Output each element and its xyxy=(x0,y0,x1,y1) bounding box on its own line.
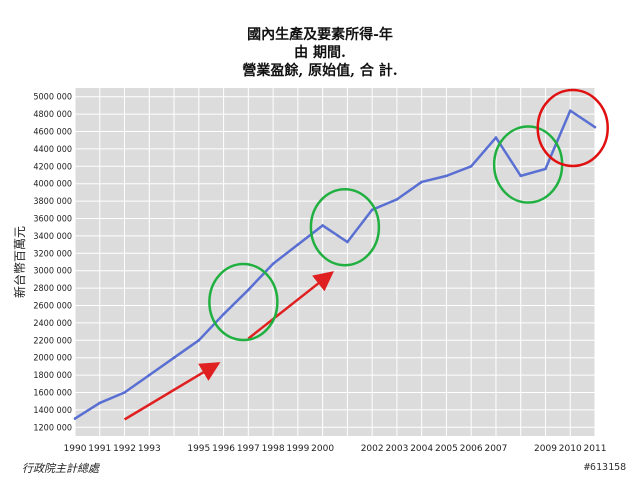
y-tick-label: 1600 000 xyxy=(33,389,72,399)
x-tick-label: 2011 xyxy=(584,444,607,454)
data-point xyxy=(147,373,151,377)
y-tick-label: 3600 000 xyxy=(33,215,72,225)
data-point xyxy=(271,262,275,266)
x-tick-label: 1997 xyxy=(237,444,260,454)
data-point xyxy=(395,198,399,201)
x-tick-label: 1992 xyxy=(113,444,136,454)
data-point xyxy=(346,240,349,244)
x-tick-label: 1996 xyxy=(212,444,235,454)
chart-title-line-2: 由 期間. xyxy=(294,45,346,61)
y-tick-label: 1800 000 xyxy=(33,371,72,381)
x-tick-label: 1999 xyxy=(286,444,309,454)
y-tick-label: 4400 000 xyxy=(33,145,72,155)
series-layer xyxy=(73,109,597,420)
x-tick-label: 2006 xyxy=(460,444,483,454)
y-axis-label: 新台幣百萬元 xyxy=(12,226,27,298)
data-point xyxy=(222,312,225,316)
data-point xyxy=(197,339,201,342)
y-tick-label: 3000 000 xyxy=(33,267,72,277)
x-tick-label: 1995 xyxy=(187,444,210,454)
data-point xyxy=(544,167,547,171)
data-point xyxy=(494,136,498,139)
plot-area xyxy=(75,88,595,436)
data-point xyxy=(73,417,77,420)
grid-layer xyxy=(74,88,596,436)
y-tick-label: 2600 000 xyxy=(33,302,72,312)
green-highlight-circle xyxy=(208,262,279,342)
watermark-id: #613158 xyxy=(584,462,627,473)
y-tick-label: 5000 000 xyxy=(33,93,72,103)
series-line xyxy=(74,109,596,420)
y-tick-label: 4600 000 xyxy=(33,128,72,138)
y-tick-label: 3400 000 xyxy=(33,232,72,242)
x-tick-label: 2004 xyxy=(410,444,433,454)
data-point xyxy=(445,174,448,178)
y-tick-label: 2400 000 xyxy=(33,319,72,329)
data-point xyxy=(98,401,102,405)
chart-title-line-1: 國內生產及要素所得-年 xyxy=(247,27,393,43)
data-point xyxy=(519,174,523,178)
data-point xyxy=(123,391,126,394)
data-point xyxy=(247,288,250,292)
x-tick-label: 1998 xyxy=(262,444,285,454)
data-point xyxy=(469,165,473,168)
source-note: 行政院主計總處 xyxy=(22,462,99,475)
red-highlight-circle xyxy=(536,88,609,168)
annotation-layer xyxy=(123,88,609,421)
green-highlight-circle xyxy=(309,187,381,267)
chart-title-line-3: 營業盈餘, 原始值, 合 計. xyxy=(242,63,398,79)
data-point xyxy=(370,208,374,212)
y-tick-label: 3200 000 xyxy=(33,249,72,259)
x-tick-label: 2005 xyxy=(435,444,458,454)
x-tick-label: 2002 xyxy=(361,444,384,454)
red-arrow xyxy=(247,271,334,340)
x-tick-label: 1991 xyxy=(88,444,111,454)
y-tick-label: 2200 000 xyxy=(33,336,72,346)
x-tick-label: 2000 xyxy=(311,444,334,454)
y-tick-label: 4200 000 xyxy=(33,162,72,172)
data-point xyxy=(568,109,572,112)
x-tick-label: 2010 xyxy=(559,444,582,454)
x-axis-ticks: 1990 1991 1992 1993 1995 1996 1997 1998 1999 2000… xyxy=(64,444,607,454)
x-tick-label: 1990 xyxy=(64,444,87,454)
y-axis-ticks: 1200 000 1400 000 1600 000 1800 000 2000 000… xyxy=(33,93,72,434)
x-tick-label: 1993 xyxy=(138,444,161,454)
data-point xyxy=(420,180,423,184)
y-tick-label: 4000 000 xyxy=(33,180,72,190)
red-arrow xyxy=(123,362,221,421)
y-tick-label: 3800 000 xyxy=(33,197,72,207)
y-tick-label: 1400 000 xyxy=(33,406,72,416)
y-tick-label: 1200 000 xyxy=(33,423,72,433)
y-tick-label: 4800 000 xyxy=(33,110,72,120)
x-tick-label: 2007 xyxy=(484,444,507,454)
data-point xyxy=(593,125,597,129)
y-tick-label: 2800 000 xyxy=(33,284,72,294)
data-point xyxy=(321,224,324,227)
x-tick-label: 2009 xyxy=(534,444,557,454)
y-tick-label: 2000 000 xyxy=(33,354,72,364)
data-point xyxy=(296,243,300,246)
data-point xyxy=(172,356,176,360)
x-tick-label: 2003 xyxy=(385,444,408,454)
